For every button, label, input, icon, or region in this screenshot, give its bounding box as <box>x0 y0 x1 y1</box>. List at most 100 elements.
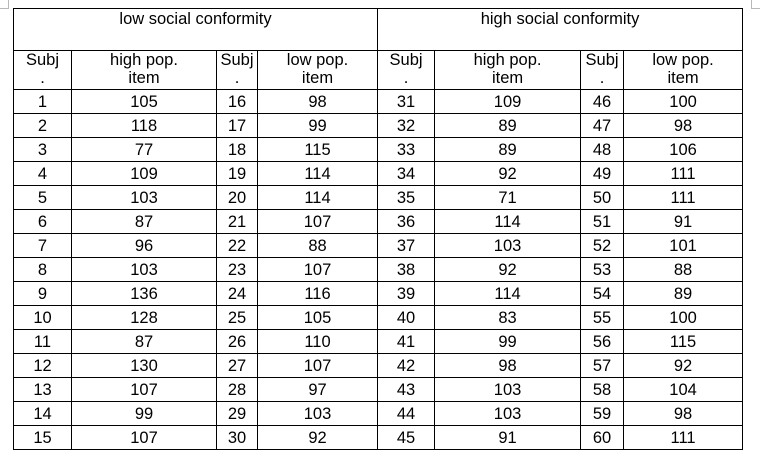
column-header: low pop. item <box>623 50 744 90</box>
page-corner-mark-right <box>751 0 760 9</box>
table-cell: 91 <box>434 425 582 450</box>
table-cell: 49 <box>580 161 625 186</box>
table-cell: 105 <box>71 89 217 114</box>
column-header-label: high pop. item <box>473 51 542 87</box>
column-header: Subj . <box>13 50 72 90</box>
column-header: high pop. item <box>71 50 217 90</box>
table-cell: 100 <box>623 305 744 330</box>
table-cell: 114 <box>434 281 582 306</box>
table-cell: 6 <box>13 209 72 234</box>
table-cell: 9 <box>13 281 72 306</box>
table-cell: 54 <box>580 281 625 306</box>
table-cell: 107 <box>256 353 379 378</box>
table-cell: 20 <box>216 185 258 210</box>
table-cell: 14 <box>13 401 72 426</box>
table-cell: 1 <box>13 89 72 114</box>
table-cell: 58 <box>580 377 625 402</box>
table-cell: 42 <box>377 353 436 378</box>
table-cell: 48 <box>580 137 625 162</box>
table-cell: 17 <box>216 113 258 138</box>
column-header-label: low pop. item <box>652 51 714 87</box>
table-cell: 103 <box>434 233 582 258</box>
table-cell: 28 <box>216 377 258 402</box>
table-cell: 8 <box>13 257 72 282</box>
table-cell: 3 <box>13 137 72 162</box>
table-cell: 99 <box>434 329 582 354</box>
table-cell: 57 <box>580 353 625 378</box>
table-cell: 92 <box>256 425 379 450</box>
column-header-label: Subj . <box>25 51 60 87</box>
table-cell: 39 <box>377 281 436 306</box>
table-cell: 11 <box>13 329 72 354</box>
table-cell: 111 <box>623 425 744 450</box>
table-cell: 16 <box>216 89 258 114</box>
table-cell: 18 <box>216 137 258 162</box>
table-cell: 103 <box>71 257 217 282</box>
table-cell: 110 <box>256 329 379 354</box>
table-cell: 111 <box>623 161 744 186</box>
table-row: 1 105 16 98 31 109 46 100 <box>13 89 744 114</box>
table-row: 12 130 27 107 42 98 57 92 <box>13 353 744 378</box>
table-cell: 36 <box>377 209 436 234</box>
table-cell: 25 <box>216 305 258 330</box>
table-row: 15 107 30 92 45 91 60 111 <box>13 425 744 450</box>
table-cell: 111 <box>623 185 744 210</box>
page-corner-mark-left <box>0 0 9 9</box>
table-cell: 56 <box>580 329 625 354</box>
table-row: 14 99 29 103 44 103 59 98 <box>13 401 744 426</box>
table-cell: 12 <box>13 353 72 378</box>
table-cell: 19 <box>216 161 258 186</box>
column-header-label: Subj . <box>220 51 254 87</box>
table-cell: 100 <box>623 89 744 114</box>
table-cell: 10 <box>13 305 72 330</box>
table-cell: 115 <box>256 137 379 162</box>
table-cell: 92 <box>434 257 582 282</box>
table-row: 4 109 19 114 34 92 49 111 <box>13 161 744 186</box>
table-cell: 99 <box>256 113 379 138</box>
table-cell: 103 <box>71 185 217 210</box>
table-cell: 128 <box>71 305 217 330</box>
group-header-low-conformity: low social conformity <box>12 8 379 51</box>
table-cell: 38 <box>377 257 436 282</box>
table-cell: 43 <box>377 377 436 402</box>
table-row: 8 103 23 107 38 92 53 88 <box>13 257 744 282</box>
table-cell: 87 <box>71 209 217 234</box>
table-cell: 47 <box>580 113 625 138</box>
table-cell: 34 <box>377 161 436 186</box>
column-header: Subj . <box>377 50 436 90</box>
column-header-label: Subj . <box>585 51 619 87</box>
table-cell: 103 <box>434 377 582 402</box>
table-cell: 40 <box>377 305 436 330</box>
table-cell: 107 <box>71 425 217 450</box>
table-cell: 55 <box>580 305 625 330</box>
table-cell: 46 <box>580 89 625 114</box>
table-cell: 109 <box>434 89 582 114</box>
table-row: 9 136 24 116 39 114 54 89 <box>13 281 744 306</box>
column-header: low pop. item <box>256 50 379 90</box>
table-cell: 2 <box>13 113 72 138</box>
table-cell: 92 <box>434 161 582 186</box>
table-cell: 7 <box>13 233 72 258</box>
table-cell: 136 <box>71 281 217 306</box>
table-cell: 31 <box>377 89 436 114</box>
table-cell: 22 <box>216 233 258 258</box>
table-cell: 91 <box>623 209 744 234</box>
table-cell: 96 <box>71 233 217 258</box>
table-cell: 107 <box>256 257 379 282</box>
table-cell: 98 <box>623 401 744 426</box>
table-cell: 50 <box>580 185 625 210</box>
table-cell: 59 <box>580 401 625 426</box>
table-cell: 51 <box>580 209 625 234</box>
table-cell: 23 <box>216 257 258 282</box>
column-header-label: high pop. item <box>110 51 178 87</box>
table-cell: 35 <box>377 185 436 210</box>
data-table: low social conformity high social confor… <box>12 8 744 450</box>
table-cell: 26 <box>216 329 258 354</box>
table-cell: 77 <box>71 137 217 162</box>
table-row: 2 118 17 99 32 89 47 98 <box>13 113 744 138</box>
table-cell: 30 <box>216 425 258 450</box>
table-cell: 37 <box>377 233 436 258</box>
table-cell: 29 <box>216 401 258 426</box>
column-header: Subj . <box>216 50 258 90</box>
table-cell: 98 <box>434 353 582 378</box>
